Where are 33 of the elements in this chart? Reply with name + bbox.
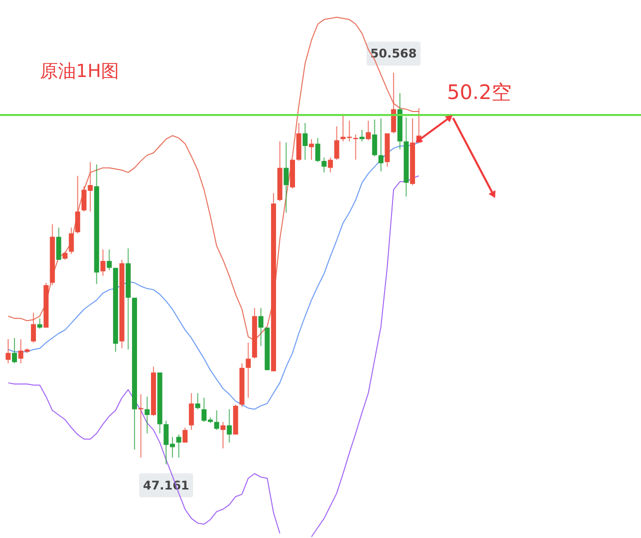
candlestick: [56, 227, 62, 260]
candlestick: [68, 227, 74, 255]
candlestick: [195, 392, 200, 410]
candlestick: [75, 175, 80, 234]
candlestick: [391, 72, 396, 134]
candlestick: [6, 338, 11, 364]
candlestick: [144, 396, 150, 434]
candlestick: [37, 318, 42, 330]
candlestick: [106, 248, 112, 271]
candlestick: [220, 421, 226, 449]
annotation: 50.568: [370, 46, 417, 61]
candlestick: [302, 122, 308, 160]
candlestick: [188, 392, 194, 430]
candlestick: [182, 427, 188, 444]
candlestick: [176, 434, 182, 458]
candlestick: [378, 118, 384, 172]
candlestick: [12, 337, 17, 364]
candlestick: [100, 248, 106, 276]
candlestick: [322, 156, 327, 173]
ref-line-label: 50.2空: [447, 80, 512, 104]
candlestick: [328, 156, 333, 173]
candlestick: [258, 308, 264, 347]
candlestick: [334, 126, 340, 160]
candlestick: [214, 410, 220, 430]
candlestick: [308, 138, 314, 160]
candlestick: [372, 119, 378, 157]
candlestick: [366, 120, 371, 141]
candlestick: [284, 142, 289, 214]
candlestick: [226, 408, 232, 444]
candlestick: [30, 312, 36, 344]
text: 原油1H图: [40, 61, 119, 82]
candlestick: [315, 137, 320, 163]
candlestick: [246, 342, 251, 398]
